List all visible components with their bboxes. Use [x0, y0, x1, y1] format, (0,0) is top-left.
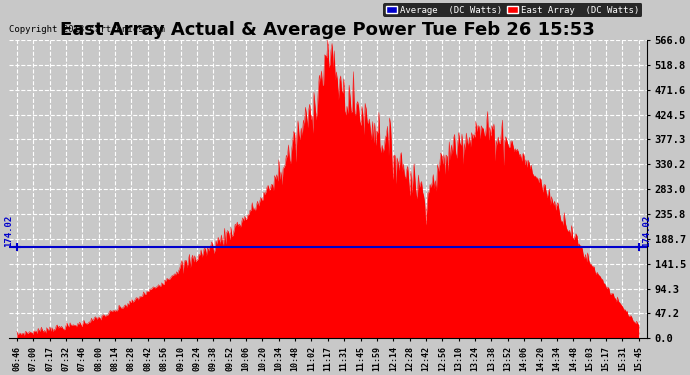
Text: 174.02: 174.02	[642, 214, 651, 246]
Legend: Average  (DC Watts), East Array  (DC Watts): Average (DC Watts), East Array (DC Watts…	[383, 3, 642, 17]
Text: Copyright 2013 Cartronics.com: Copyright 2013 Cartronics.com	[9, 25, 164, 34]
Title: East Array Actual & Average Power Tue Feb 26 15:53: East Array Actual & Average Power Tue Fe…	[61, 21, 595, 39]
Text: 174.02: 174.02	[4, 214, 13, 246]
